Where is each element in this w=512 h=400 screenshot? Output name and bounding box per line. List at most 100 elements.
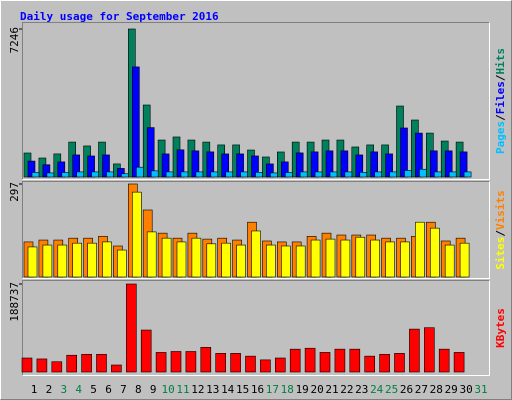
bar [453,352,465,373]
bar [126,283,137,373]
bar [334,348,346,373]
x-tick-label: 29 [445,383,458,396]
bar [245,355,256,373]
x-tick-label: 13 [206,383,219,396]
bar [27,246,38,278]
x-tick-label: 12 [191,383,204,396]
x-tick-label: 28 [430,383,443,396]
x-tick-label: 6 [105,383,112,396]
x-tick-label: 11 [176,383,189,396]
bar [400,127,408,178]
bar [415,132,423,178]
bar [349,348,361,373]
x-tick-label: 30 [459,383,472,396]
bar [423,327,435,373]
bar [444,244,455,278]
bar [146,231,157,278]
bar [81,353,92,373]
bar [155,352,167,373]
bar [459,242,470,278]
bar [42,244,53,278]
legend: Pages/Files/Hits [494,48,507,154]
panel-border [22,22,490,180]
bar [72,242,82,278]
bar [355,236,366,278]
bar [448,171,457,178]
bar [359,172,368,178]
x-tick-label: 5 [90,383,97,396]
bar [379,353,390,373]
bar [225,171,233,178]
panel-border [22,181,490,279]
legend-entry: KBytes [494,308,507,348]
panel-border [22,181,490,279]
legend-entry: Visits [494,190,507,230]
bar [240,171,248,178]
bar [57,244,68,278]
bar [57,161,66,178]
bar [206,243,217,278]
y-tick-label: 188737 [8,282,21,322]
bar [370,151,379,178]
panel-border [22,22,490,180]
bar [36,358,48,373]
bar [221,153,229,178]
bar [206,151,215,178]
bar [91,171,99,178]
bar [31,172,40,178]
bar [299,171,308,178]
bar [409,328,420,373]
bar [42,164,51,178]
bar [76,171,84,178]
bar [236,244,246,278]
bar [340,239,351,278]
x-tick-label: 1 [31,383,38,396]
bar [319,352,331,373]
x-tick-label: 3 [60,383,67,396]
bar [102,154,110,178]
bar [132,66,140,178]
legend-entry: Pages [494,121,507,154]
bar [191,237,202,278]
bar [132,191,142,278]
bar [121,173,129,178]
x-tick-label: 15 [236,383,249,396]
x-tick-label: 8 [135,383,142,396]
bar [344,171,353,178]
bar [102,241,112,278]
bar [200,346,212,373]
x-tick-label: 25 [385,383,398,396]
x-tick-label: 14 [221,383,235,396]
bar [325,238,336,278]
x-tick-label: 10 [161,383,174,396]
bar [385,241,395,278]
bar [195,171,204,178]
x-tick-label: 31 [474,383,487,396]
bar [72,154,80,178]
x-tick-label: 9 [150,383,157,396]
x-tick-label: 24 [370,383,384,396]
bar [251,155,259,178]
bar [370,239,381,278]
panel-border [22,280,490,376]
bar [180,171,189,178]
bar [161,237,172,278]
x-tick-label: 18 [281,383,294,396]
bar [385,153,393,178]
legend-entry: Sites [494,237,507,270]
bar [96,353,107,373]
bar [260,359,271,373]
legend-separator: / [494,230,507,237]
bar [66,354,77,373]
bar [185,351,197,373]
bar [255,172,263,178]
bar [280,245,291,278]
bar [176,149,185,178]
bar [463,171,472,178]
bar [404,170,412,178]
x-tick-label: 7 [120,383,127,396]
bar [325,150,334,178]
bar [146,127,155,178]
bar [433,171,442,178]
